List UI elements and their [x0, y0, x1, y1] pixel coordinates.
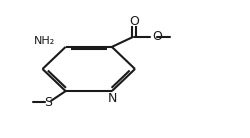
- Text: N: N: [108, 92, 118, 105]
- Text: NH₂: NH₂: [34, 36, 55, 46]
- Text: S: S: [44, 96, 52, 109]
- Text: O: O: [129, 15, 139, 28]
- Text: O: O: [152, 30, 162, 43]
